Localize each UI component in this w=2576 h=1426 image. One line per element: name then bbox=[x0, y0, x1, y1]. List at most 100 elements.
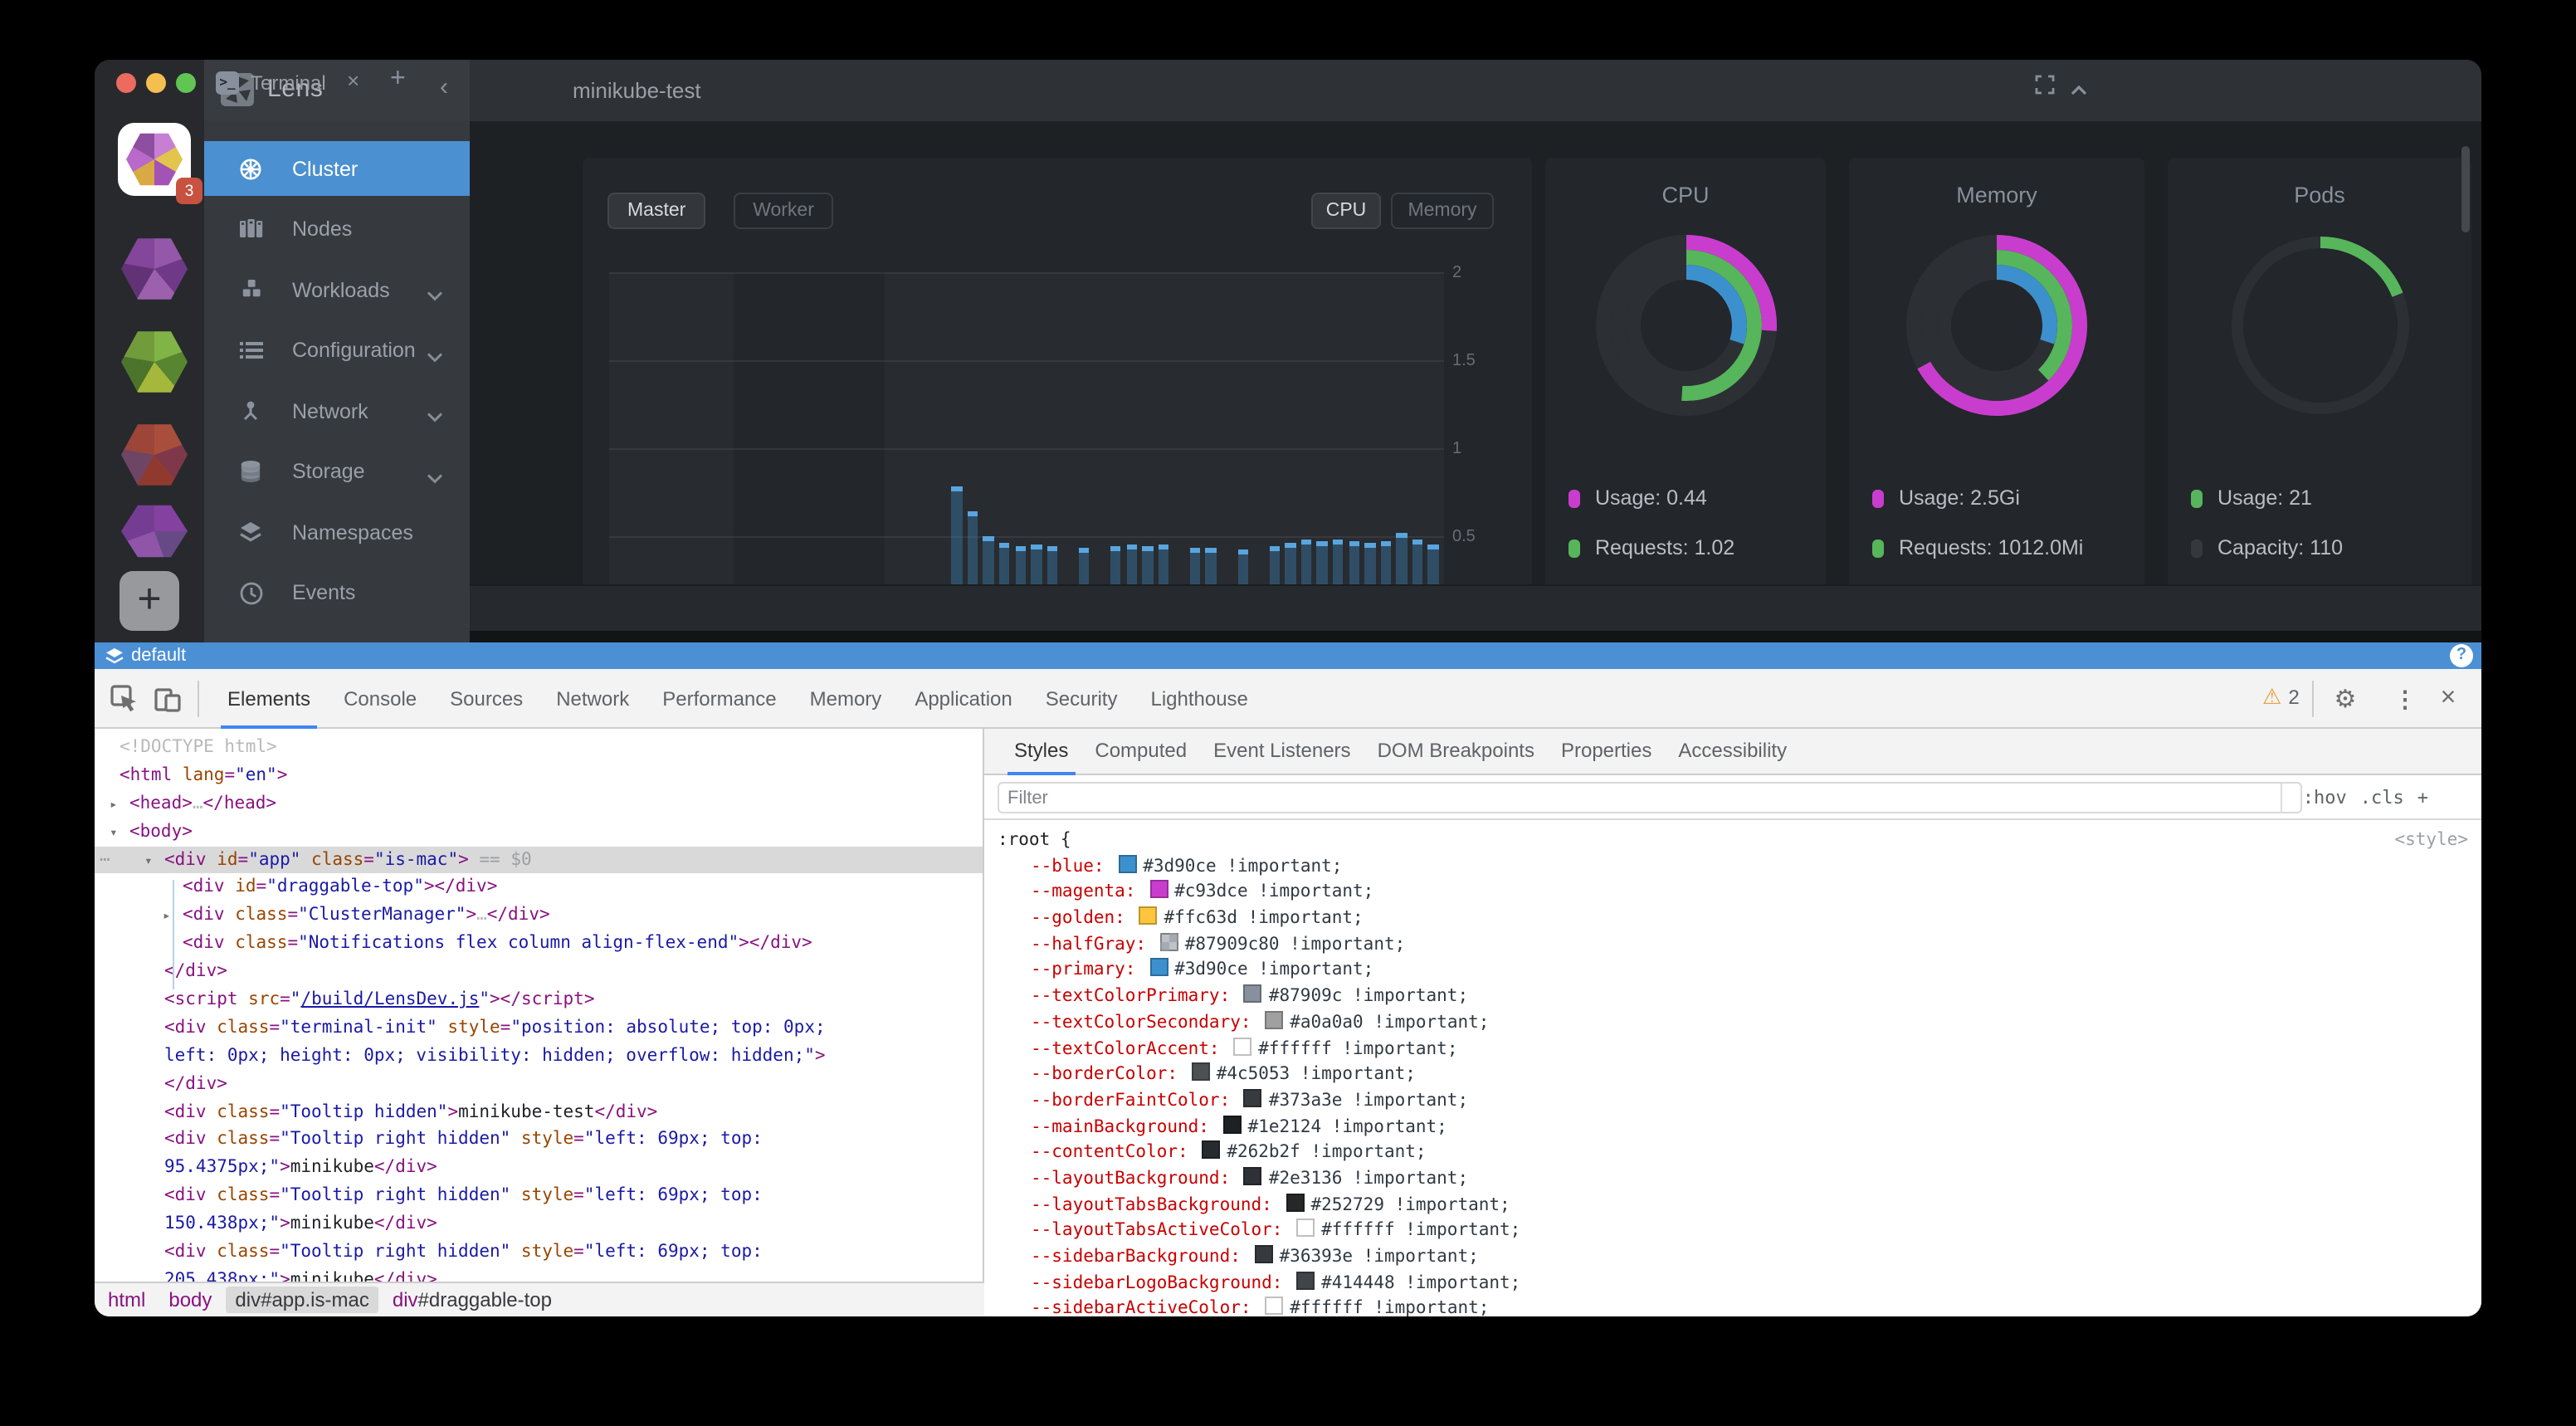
help-icon[interactable]: ? bbox=[2450, 644, 2473, 667]
css-property-row[interactable]: --primary: #3d90ce !important; bbox=[984, 958, 2481, 984]
css-property-row[interactable]: --borderFaintColor: #373a3e !important; bbox=[984, 1088, 2481, 1115]
expand-arrow-closed-icon[interactable]: ▸ bbox=[110, 796, 118, 812]
chevron-down-icon[interactable] bbox=[427, 466, 443, 489]
color-swatch[interactable] bbox=[1265, 1010, 1284, 1029]
expand-arrow-open-icon[interactable]: ▾ bbox=[110, 824, 118, 840]
expand-arrow-open-icon[interactable]: ▾ bbox=[144, 852, 153, 868]
terminal-add-icon[interactable]: + bbox=[390, 65, 406, 93]
dom-node-selected[interactable]: ⋯ ▾ <div id="app" class="is-mac"> == $0 bbox=[95, 846, 983, 874]
css-property-row[interactable]: --halfGray: #87909c80 !important; bbox=[984, 932, 2481, 959]
node-filter-worker-button[interactable]: Worker bbox=[733, 193, 834, 229]
cluster-item[interactable] bbox=[118, 418, 191, 491]
sidebar-item-network[interactable]: Network bbox=[204, 383, 470, 438]
breadcrumb-item[interactable]: html bbox=[108, 1288, 146, 1311]
devtools-tab-network[interactable]: Network bbox=[556, 687, 630, 711]
css-property-row[interactable]: --magenta: #c93dce !important; bbox=[984, 880, 2481, 906]
dom-node[interactable]: <div class="Tooltip right hidden" style=… bbox=[95, 1183, 983, 1211]
dom-node[interactable]: </div> bbox=[95, 958, 983, 986]
devtools-tab-memory[interactable]: Memory bbox=[809, 687, 882, 711]
css-property-row[interactable]: --sidebarActiveColor: #ffffff !important… bbox=[984, 1297, 2481, 1316]
sidebar-collapse-icon[interactable]: ‹ bbox=[440, 73, 448, 101]
dom-node[interactable]: <div class="Tooltip right hidden" style=… bbox=[95, 1126, 983, 1155]
styles-tab-event-listeners[interactable]: Event Listeners bbox=[1213, 738, 1351, 761]
cluster-item[interactable] bbox=[118, 495, 191, 568]
metric-memory-button[interactable]: Memory bbox=[1391, 193, 1494, 229]
devtools-tab-application[interactable]: Application bbox=[915, 687, 1012, 711]
css-property-row[interactable]: --contentColor: #262b2f !important; bbox=[984, 1140, 2481, 1167]
expand-arrow-closed-icon[interactable]: ▸ bbox=[163, 908, 171, 924]
color-swatch[interactable] bbox=[1296, 1271, 1315, 1290]
toggle-classes[interactable]: .cls bbox=[2359, 787, 2404, 808]
new-style-rule-button[interactable]: + bbox=[2417, 787, 2428, 808]
color-swatch[interactable] bbox=[1265, 1297, 1284, 1316]
dom-node[interactable]: 205.438px;">minikube</div> bbox=[95, 1267, 983, 1282]
toggle-hover-state[interactable]: :hov bbox=[2302, 787, 2347, 808]
node-filter-master-button[interactable]: Master bbox=[607, 193, 706, 229]
styles-tab-styles[interactable]: Styles bbox=[1001, 729, 1081, 774]
css-property-row[interactable]: --golden: #ffc63d !important; bbox=[984, 906, 2481, 932]
dom-node[interactable]: <div class="terminal-init" style="positi… bbox=[95, 1014, 983, 1043]
color-swatch[interactable] bbox=[1243, 1166, 1262, 1185]
css-property-row[interactable]: --textColorPrimary: #87909c !important; bbox=[984, 984, 2481, 1010]
add-cluster-button[interactable]: + bbox=[120, 571, 179, 631]
cluster-item[interactable] bbox=[118, 232, 191, 305]
color-swatch[interactable] bbox=[1202, 1140, 1221, 1160]
terminal-expand-icon[interactable] bbox=[2035, 73, 2055, 103]
styles-tab-computed[interactable]: Computed bbox=[1095, 738, 1188, 761]
chevron-down-icon[interactable] bbox=[427, 344, 443, 368]
color-swatch[interactable] bbox=[1149, 958, 1168, 977]
css-property-row[interactable]: --textColorAccent: #ffffff !important; bbox=[984, 1037, 2481, 1062]
styles-tab-properties[interactable]: Properties bbox=[1560, 738, 1652, 761]
metric-cpu-button[interactable]: CPU bbox=[1311, 193, 1381, 229]
css-property-row[interactable]: --layoutTabsBackground: #252729 !importa… bbox=[984, 1193, 2481, 1218]
terminal-collapse-icon[interactable] bbox=[2070, 75, 2088, 105]
sidebar-item-namespaces[interactable]: Namespaces bbox=[204, 505, 470, 559]
color-swatch[interactable] bbox=[1243, 984, 1262, 1004]
color-swatch[interactable] bbox=[1191, 1062, 1210, 1082]
color-swatch[interactable] bbox=[1149, 880, 1168, 899]
cluster-item-active[interactable] bbox=[118, 123, 191, 196]
dom-node[interactable]: <div class="Notifications flex column al… bbox=[95, 930, 983, 958]
dom-node[interactable]: <html lang="en"> bbox=[95, 762, 983, 790]
filter-input[interactable] bbox=[998, 782, 2302, 813]
css-selector[interactable]: :root { bbox=[998, 830, 1071, 850]
sidebar-item-events[interactable]: Events bbox=[204, 565, 470, 620]
sidebar-item-configuration[interactable]: Configuration bbox=[204, 323, 470, 378]
devtools-tab-console[interactable]: Console bbox=[344, 687, 417, 711]
more-menu-icon[interactable]: ⋮ bbox=[2393, 685, 2417, 711]
sidebar-item-cluster[interactable]: Cluster bbox=[204, 141, 470, 196]
css-property-row[interactable]: --layoutBackground: #2e3136 !important; bbox=[984, 1166, 2481, 1193]
color-swatch[interactable] bbox=[1286, 1193, 1305, 1212]
cluster-item[interactable] bbox=[118, 325, 191, 398]
sidebar-item-workloads[interactable]: Workloads bbox=[204, 262, 470, 317]
gear-icon[interactable]: ⚙ bbox=[2334, 686, 2357, 714]
dom-node[interactable]: ▸ <head>…</head> bbox=[95, 790, 983, 818]
color-swatch[interactable] bbox=[1254, 1245, 1273, 1263]
dom-node[interactable]: <div id="draggable-top"></div> bbox=[95, 874, 983, 902]
styles-tab-dom-breakpoints[interactable]: DOM Breakpoints bbox=[1377, 738, 1534, 761]
color-swatch[interactable] bbox=[1159, 932, 1178, 951]
dom-node[interactable]: <script src="/build/LensDev.js"></script… bbox=[95, 986, 983, 1014]
sidebar-item-storage[interactable]: Storage bbox=[204, 444, 470, 499]
devtools-tab-lighthouse[interactable]: Lighthouse bbox=[1150, 687, 1248, 711]
breadcrumb-item[interactable]: body bbox=[168, 1288, 212, 1311]
chevron-down-icon[interactable] bbox=[427, 284, 443, 307]
dom-node[interactable]: ▸ <div class="ClusterManager">…</div> bbox=[95, 902, 983, 930]
styles-tab-accessibility[interactable]: Accessibility bbox=[1678, 738, 1788, 761]
breadcrumb-item[interactable]: div#app.is-mac bbox=[225, 1287, 379, 1313]
css-property-row[interactable]: --layoutTabsActiveColor: #ffffff !import… bbox=[984, 1218, 2481, 1245]
chevron-down-icon[interactable] bbox=[427, 405, 443, 428]
css-property-row[interactable]: --blue: #3d90ce !important; bbox=[984, 854, 2481, 880]
devtools-tab-security[interactable]: Security bbox=[1045, 687, 1118, 711]
traffic-light-zoom[interactable] bbox=[176, 73, 196, 93]
color-swatch[interactable] bbox=[1139, 906, 1158, 925]
node-actions-icon[interactable]: ⋯ bbox=[100, 849, 110, 870]
css-property-row[interactable]: --borderColor: #4c5053 !important; bbox=[984, 1062, 2481, 1088]
dom-node[interactable]: ▾ <body> bbox=[95, 818, 983, 846]
css-property-row[interactable]: --textColorSecondary: #a0a0a0 !important… bbox=[984, 1010, 2481, 1037]
css-rule-origin[interactable]: <style> bbox=[2394, 830, 2468, 850]
devtools-tab-elements[interactable]: Elements bbox=[211, 669, 327, 729]
color-swatch[interactable] bbox=[1243, 1088, 1262, 1107]
dom-node[interactable]: 150.438px;">minikube</div> bbox=[95, 1210, 983, 1238]
css-property-row[interactable]: --mainBackground: #1e2124 !important; bbox=[984, 1115, 2481, 1140]
